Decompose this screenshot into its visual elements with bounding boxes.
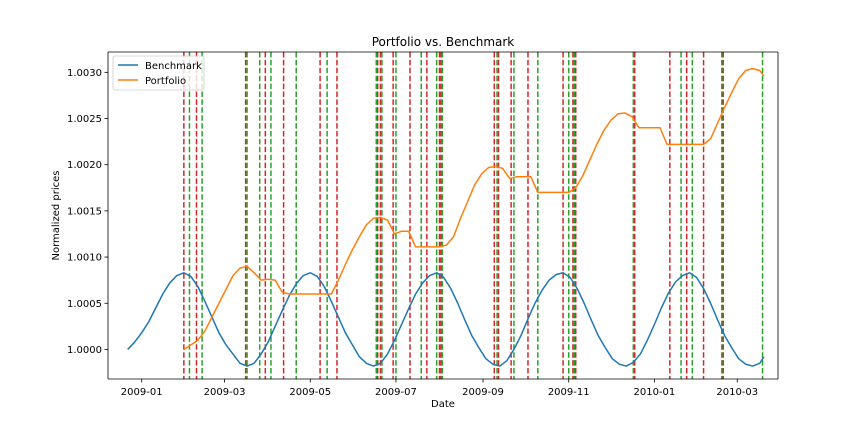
y-tick-label: 1.0030 [67,68,102,79]
legend-label-benchmark: Benchmark [145,61,202,72]
y-tick-label: 1.0015 [67,206,102,217]
legend-label-portfolio: Portfolio [145,76,186,87]
x-tick-label: 2010-01 [633,387,675,398]
x-tick-label: 2009-05 [289,387,331,398]
y-tick-label: 1.0025 [67,114,102,125]
y-tick-label: 1.0005 [67,299,102,310]
legend: Benchmark Portfolio [112,55,205,91]
x-axis-ticks: 2009-01 2009-03 2009-05 2009-07 2009-09 2009-… [121,379,758,398]
signal-lines [183,52,764,379]
x-tick-label: 2009-09 [462,387,504,398]
x-tick-label: 2009-03 [204,387,246,398]
y-axis-label: Normalized prices [51,171,62,261]
series-group [127,67,765,367]
x-tick-label: 2009-11 [548,387,590,398]
x-tick-label: 2010-03 [716,387,758,398]
x-axis-label: Date [431,399,455,410]
chart-title: Portfolio vs. Benchmark [372,35,515,49]
y-tick-label: 1.0010 [67,253,102,264]
y-tick-label: 1.0020 [67,160,102,171]
x-tick-label: 2009-01 [121,387,163,398]
x-tick-label: 2009-07 [375,387,417,398]
y-tick-label: 1.0000 [67,345,102,356]
portfolio-line [183,67,765,351]
benchmark-line [127,272,765,367]
axes-frame [107,51,779,380]
y-axis-ticks: 1.0000 1.0005 1.0010 1.0015 1.0020 1.0025 1.00… [67,68,108,356]
